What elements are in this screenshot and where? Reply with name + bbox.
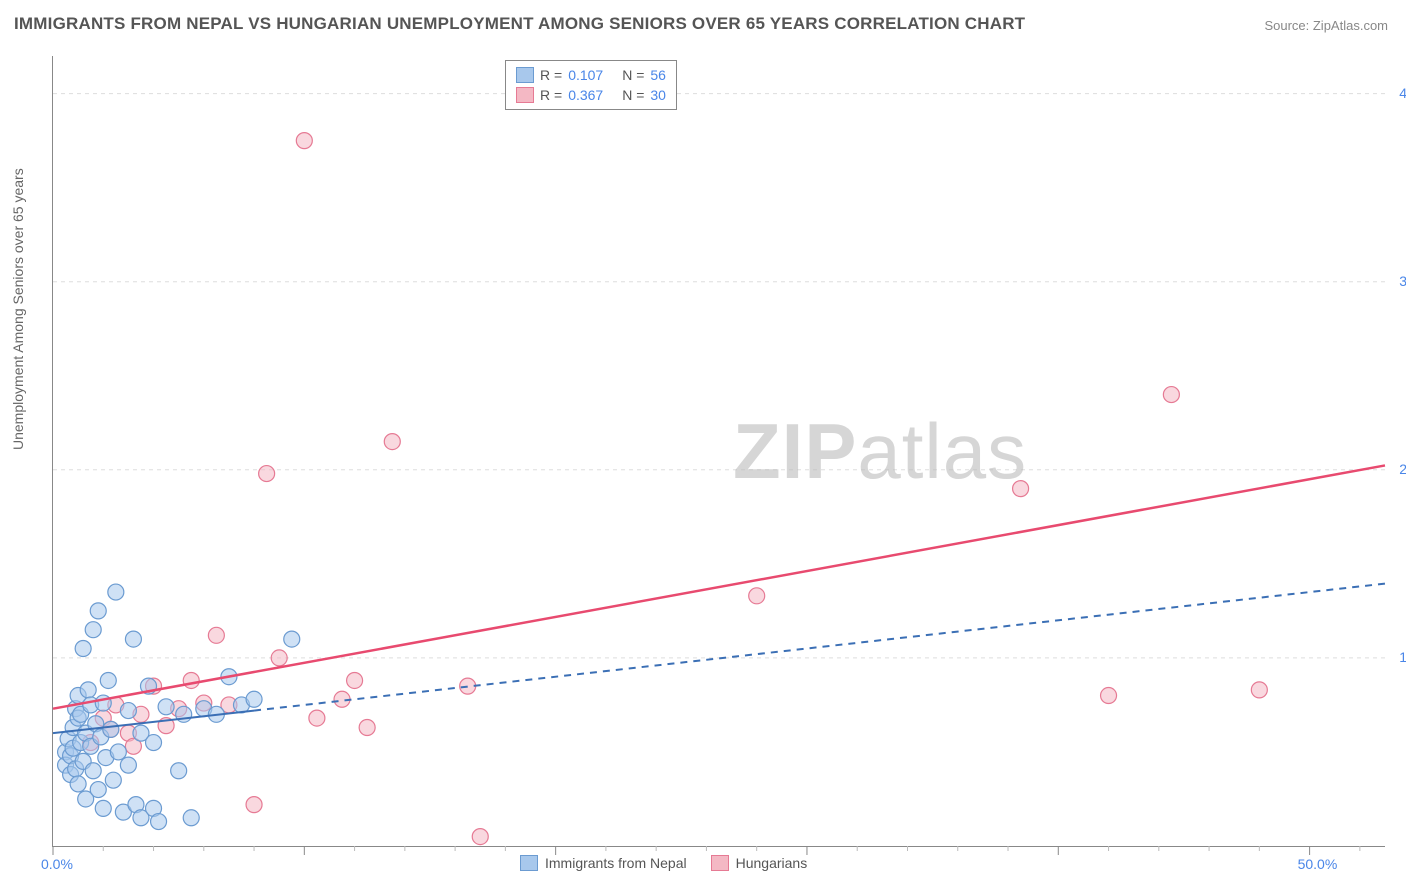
scatter-svg [53, 56, 1385, 846]
legend-series-label: Hungarians [736, 855, 808, 871]
source-label: Source: ZipAtlas.com [1264, 18, 1388, 33]
x-tick-label: 0.0% [41, 856, 73, 872]
legend-n-value: 56 [650, 65, 666, 85]
legend-swatch [711, 855, 729, 871]
y-tick-label: 10.0% [1399, 649, 1406, 665]
legend-swatch [520, 855, 538, 871]
legend-stats: R = 0.107 N = 56 R = 0.367 N = 30 [505, 60, 677, 110]
y-axis-label: Unemployment Among Seniors over 65 years [10, 168, 26, 450]
legend-stats-row: R = 0.107 N = 56 [516, 65, 666, 85]
legend-r-label: R = [540, 85, 562, 105]
legend-series-item: Hungarians [711, 855, 808, 871]
x-tick-label: 50.0% [1298, 856, 1338, 872]
legend-swatch [516, 87, 534, 103]
plot-area: ZIPatlas R =0.107N =56R =0.367N =30 10.0… [52, 56, 1385, 847]
legend-swatch [516, 67, 534, 83]
legend-series: Immigrants from Nepal Hungarians [520, 855, 807, 871]
legend-n-value: 30 [650, 85, 666, 105]
legend-series-label: Immigrants from Nepal [545, 855, 687, 871]
legend-stats-row: R = 0.367 N = 30 [516, 85, 666, 105]
legend-n-label: N = [622, 85, 644, 105]
legend-n-label: N = [622, 65, 644, 85]
legend-series-item: Immigrants from Nepal [520, 855, 687, 871]
chart-title: IMMIGRANTS FROM NEPAL VS HUNGARIAN UNEMP… [14, 14, 1025, 34]
y-tick-label: 20.0% [1399, 461, 1406, 477]
legend-r-value: 0.367 [568, 85, 616, 105]
legend-r-value: 0.107 [568, 65, 616, 85]
legend-r-label: R = [540, 65, 562, 85]
y-tick-label: 40.0% [1399, 85, 1406, 101]
y-tick-label: 30.0% [1399, 273, 1406, 289]
